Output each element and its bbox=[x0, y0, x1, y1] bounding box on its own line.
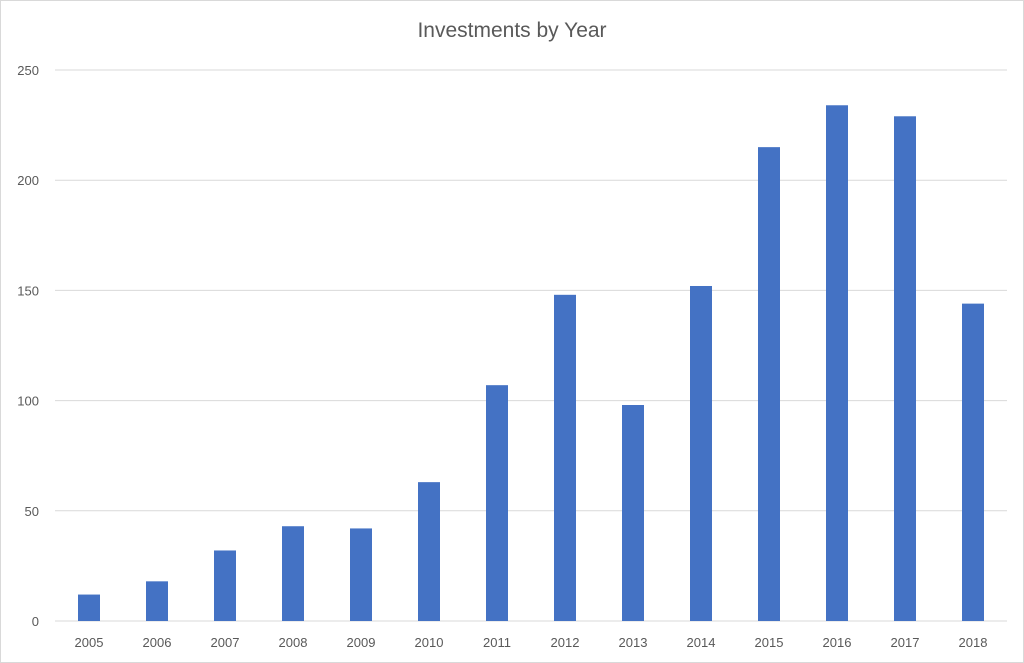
bar-2018 bbox=[962, 303, 984, 621]
x-tick-label: 2015 bbox=[755, 635, 784, 650]
bar-2007 bbox=[214, 550, 236, 621]
x-tick-label: 2016 bbox=[823, 635, 852, 650]
y-tick-label: 200 bbox=[17, 173, 39, 188]
gridlines bbox=[55, 69, 1007, 622]
bar-2016 bbox=[826, 105, 848, 622]
bar-2005 bbox=[78, 594, 100, 621]
bar-2009 bbox=[350, 528, 372, 621]
x-tick-label: 2017 bbox=[891, 635, 920, 650]
bar-2011 bbox=[486, 385, 508, 621]
x-tick-label: 2009 bbox=[347, 635, 376, 650]
y-tick-label: 100 bbox=[17, 394, 39, 409]
bar-2014 bbox=[690, 285, 712, 621]
y-tick-label: 250 bbox=[17, 63, 39, 78]
x-tick-label: 2018 bbox=[959, 635, 988, 650]
x-tick-label: 2008 bbox=[279, 635, 308, 650]
x-tick-label: 2012 bbox=[551, 635, 580, 650]
bars bbox=[78, 105, 984, 622]
bar-2008 bbox=[282, 526, 304, 621]
bar-2013 bbox=[622, 405, 644, 621]
x-tick-label: 2007 bbox=[211, 635, 240, 650]
y-tick-label: 150 bbox=[17, 283, 39, 298]
bar-2015 bbox=[758, 147, 780, 621]
x-axis-ticks: 2005 2006 2007 2008 2009 2010 2011 2012 2013 2014… bbox=[75, 635, 988, 650]
x-tick-label: 2010 bbox=[415, 635, 444, 650]
x-tick-label: 2011 bbox=[483, 635, 511, 650]
bar-2010 bbox=[418, 482, 440, 621]
y-axis-ticks: 0 50 100 150 200 250 bbox=[17, 63, 39, 629]
bar-2006 bbox=[146, 581, 168, 621]
x-tick-label: 2006 bbox=[143, 635, 172, 650]
bar-2012 bbox=[554, 294, 576, 621]
y-tick-label: 50 bbox=[25, 504, 39, 519]
x-tick-label: 2005 bbox=[75, 635, 104, 650]
chart-title: Investments by Year bbox=[417, 19, 607, 42]
y-tick-label: 0 bbox=[32, 614, 39, 629]
x-tick-label: 2013 bbox=[619, 635, 648, 650]
bar-2017 bbox=[894, 116, 916, 621]
x-tick-label: 2014 bbox=[687, 635, 716, 650]
